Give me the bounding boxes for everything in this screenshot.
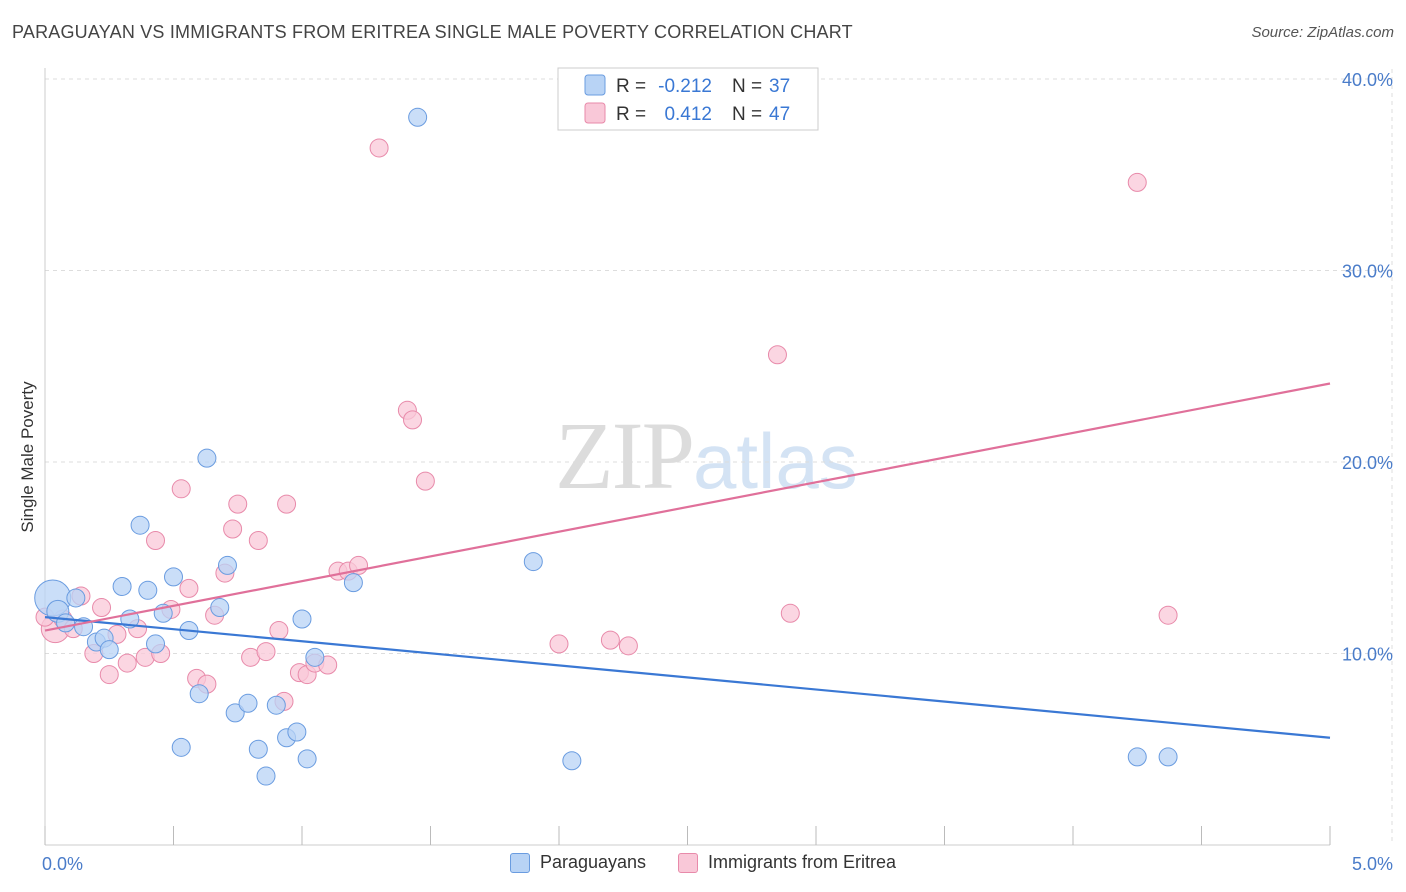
point-paraguayans-20 [217,555,237,575]
point-eritrea-20 [223,519,243,539]
point-eritrea-23 [248,531,268,551]
point-paraguayans-24 [256,766,276,786]
point-eritrea-11 [146,531,166,551]
point-paraguayans-19 [210,598,230,618]
point-eritrea-37 [415,471,435,491]
chart-title: PARAGUAYAN VS IMMIGRANTS FROM ERITREA SI… [12,22,853,42]
point-paraguayans-25 [266,695,286,715]
legend-r-label-2: R = [616,104,646,125]
point-paraguayans-30 [305,647,325,667]
y-tick-label-2: 30.0% [1342,262,1393,282]
legend-r-value-2: 0.412 [664,104,712,125]
point-paraguayans-22 [238,693,258,713]
trend-line-paraguayans [44,616,1331,739]
point-paraguayans-17 [189,684,209,704]
point-eritrea-43 [780,603,800,623]
point-eritrea-39 [549,634,569,654]
point-eritrea-42 [767,345,787,365]
point-eritrea-14 [171,479,191,499]
point-paraguayans-10 [130,515,150,535]
point-paraguayans-35 [1127,747,1147,767]
tick-labels: 10.0% 20.0% 30.0% 40.0% 0.0% 5.0% [42,70,1393,874]
point-eritrea-44 [1127,172,1147,192]
point-eritrea-25 [269,621,289,641]
legend-swatch-pink [584,102,606,124]
legend-n-value-1: 37 [769,76,790,97]
point-paraguayans-33 [523,552,543,572]
series-eritrea-points [35,138,1178,711]
point-paraguayans-28 [292,609,312,629]
point-paraguayans-27 [287,722,307,742]
point-eritrea-36 [403,410,423,430]
trend-lines [44,382,1331,739]
legend-r-label-1: R = [616,76,646,97]
point-paraguayans-3 [66,588,86,608]
point-paraguayans-2 [56,613,76,633]
point-eritrea-6 [99,665,119,685]
point-paraguayans-29 [297,749,317,769]
point-paraguayans-12 [146,634,166,654]
point-eritrea-21 [228,494,248,514]
legend-n-value-2: 47 [769,104,790,125]
axes [44,68,1331,846]
x-tick-label-0: 0.0% [42,854,83,874]
point-eritrea-45 [1158,605,1178,625]
point-paraguayans-36 [1158,747,1178,767]
point-eritrea-15 [179,578,199,598]
point-paraguayans-15 [171,737,191,757]
point-paraguayans-23 [248,739,268,759]
legend-swatch-paraguayans [509,852,530,873]
x-tick-label-1: 5.0% [1352,854,1393,874]
source-credit: Source: ZipAtlas.com [1251,24,1394,41]
y-tick-label-3: 40.0% [1342,70,1393,90]
point-paraguayans-11 [138,580,158,600]
point-eritrea-38 [277,494,297,514]
legend-label-paraguayans: Paraguayans [539,852,647,872]
legend-bottom: Paraguayans Immigrants from Eritrea [0,852,1406,873]
point-eritrea-40 [600,630,620,650]
legend-item-eritrea: Immigrants from Eritrea [678,852,896,873]
point-paraguayans-21 [225,703,245,723]
legend-n-label-1: N = [732,76,762,97]
trend-line-eritrea [44,382,1331,632]
point-eritrea-5 [92,598,112,618]
legend-swatch-blue [584,74,606,96]
legend-item-paraguayans: Paraguayans [509,852,647,873]
point-eritrea-34 [369,138,389,158]
y-tick-label-1: 20.0% [1342,453,1393,473]
legend-r-value-1: -0.212 [658,76,712,97]
point-paraguayans-8 [112,576,132,596]
point-eritrea-41 [618,636,638,656]
point-paraguayans-32 [408,107,428,127]
point-eritrea-24 [256,642,276,662]
point-paraguayans-34 [562,751,582,771]
grid-lines [45,69,1393,845]
legend-n-label-2: N = [732,104,762,125]
legend-swatch-eritrea [678,852,699,873]
legend-top: R = -0.212 N = 37 R = 0.412 N = 47 [557,67,819,131]
point-eritrea-8 [117,653,137,673]
point-paraguayans-31 [343,573,363,593]
legend-label-eritrea: Immigrants from Eritrea [708,852,897,872]
y-tick-label-0: 10.0% [1342,645,1393,665]
point-paraguayans-14 [164,567,183,587]
point-paraguayans-7 [99,640,119,660]
point-paraguayans-18 [197,448,217,468]
